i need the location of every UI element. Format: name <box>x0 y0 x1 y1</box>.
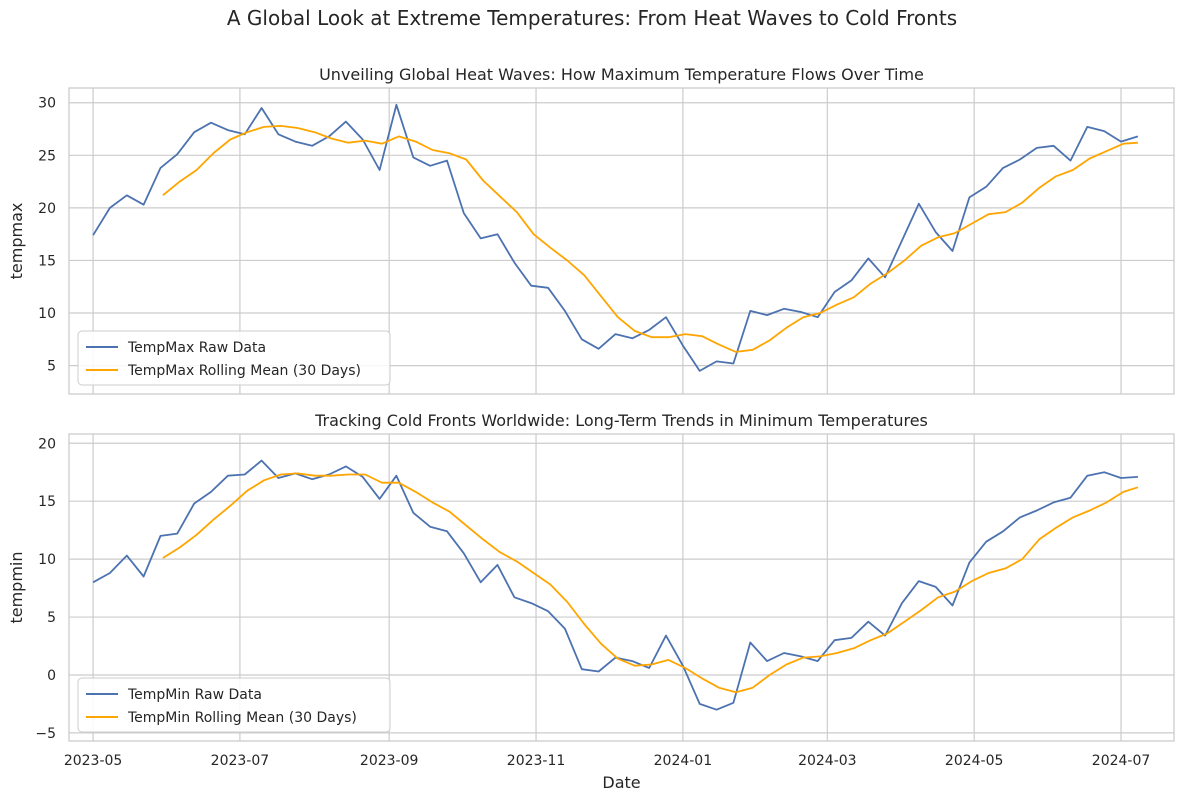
x-tick-label: 2024-01 <box>654 753 713 769</box>
rolling-mean-line <box>162 125 1138 353</box>
y-tick-label: 5 <box>47 610 56 626</box>
x-tick-label: 2024-03 <box>798 753 857 769</box>
y-tick-label: 20 <box>38 201 56 217</box>
y-tick-label: 15 <box>38 253 56 269</box>
y-tick-label: 10 <box>38 552 56 568</box>
x-tick-label: 2023-05 <box>64 753 123 769</box>
y-tick-label: 30 <box>38 96 56 112</box>
x-axis-label: Date <box>602 773 640 792</box>
subplot-1: 5 10 15 20 25 30 Unveiling Global Heat Waves: … <box>7 65 1175 395</box>
axes-frame <box>68 87 1175 395</box>
x-tick-label: 2024-07 <box>1092 753 1151 769</box>
y-tick-label: 20 <box>38 436 56 452</box>
subplot-2: −5 0 5 10 15 20 2023-05 2023-07 2023-09 2023-11 20… <box>7 411 1175 792</box>
legend-label: TempMin Raw Data <box>127 687 262 703</box>
legend-box <box>77 330 391 386</box>
legend: TempMax Raw Data TempMax Rolling Mean (30… <box>77 330 391 386</box>
y-tick-label: −5 <box>35 726 56 742</box>
legend-label: TempMax Rolling Mean (30 Days) <box>127 363 361 379</box>
x-tick-label: 2023-09 <box>360 753 419 769</box>
y-axis-label: tempmax <box>7 203 26 280</box>
legend-label: TempMin Rolling Mean (30 Days) <box>127 710 357 726</box>
y-tick-label: 5 <box>47 359 56 375</box>
axes-frame <box>68 433 1175 742</box>
y-tick-label: 25 <box>38 148 56 164</box>
x-tick-label: 2023-11 <box>507 753 566 769</box>
figure-title: A Global Look at Extreme Temperatures: F… <box>226 6 958 30</box>
y-tick-label: 15 <box>38 494 56 510</box>
x-tick-label: 2024-05 <box>945 753 1004 769</box>
subplot-title: Unveiling Global Heat Waves: How Maximum… <box>319 65 924 84</box>
subplot-title: Tracking Cold Fronts Worldwide: Long-Ter… <box>314 411 928 430</box>
legend: TempMin Raw Data TempMin Rolling Mean (30… <box>77 677 391 733</box>
x-tick-label: 2023-07 <box>211 753 270 769</box>
rolling-mean-line <box>162 472 1139 694</box>
y-tick-label: 0 <box>47 668 56 684</box>
legend-box <box>77 677 391 733</box>
raw-data-line <box>92 459 1138 711</box>
y-tick-label: 10 <box>38 306 56 322</box>
legend-label: TempMax Raw Data <box>127 340 266 356</box>
y-axis-label: tempmin <box>7 551 26 623</box>
raw-data-line <box>92 103 1139 372</box>
